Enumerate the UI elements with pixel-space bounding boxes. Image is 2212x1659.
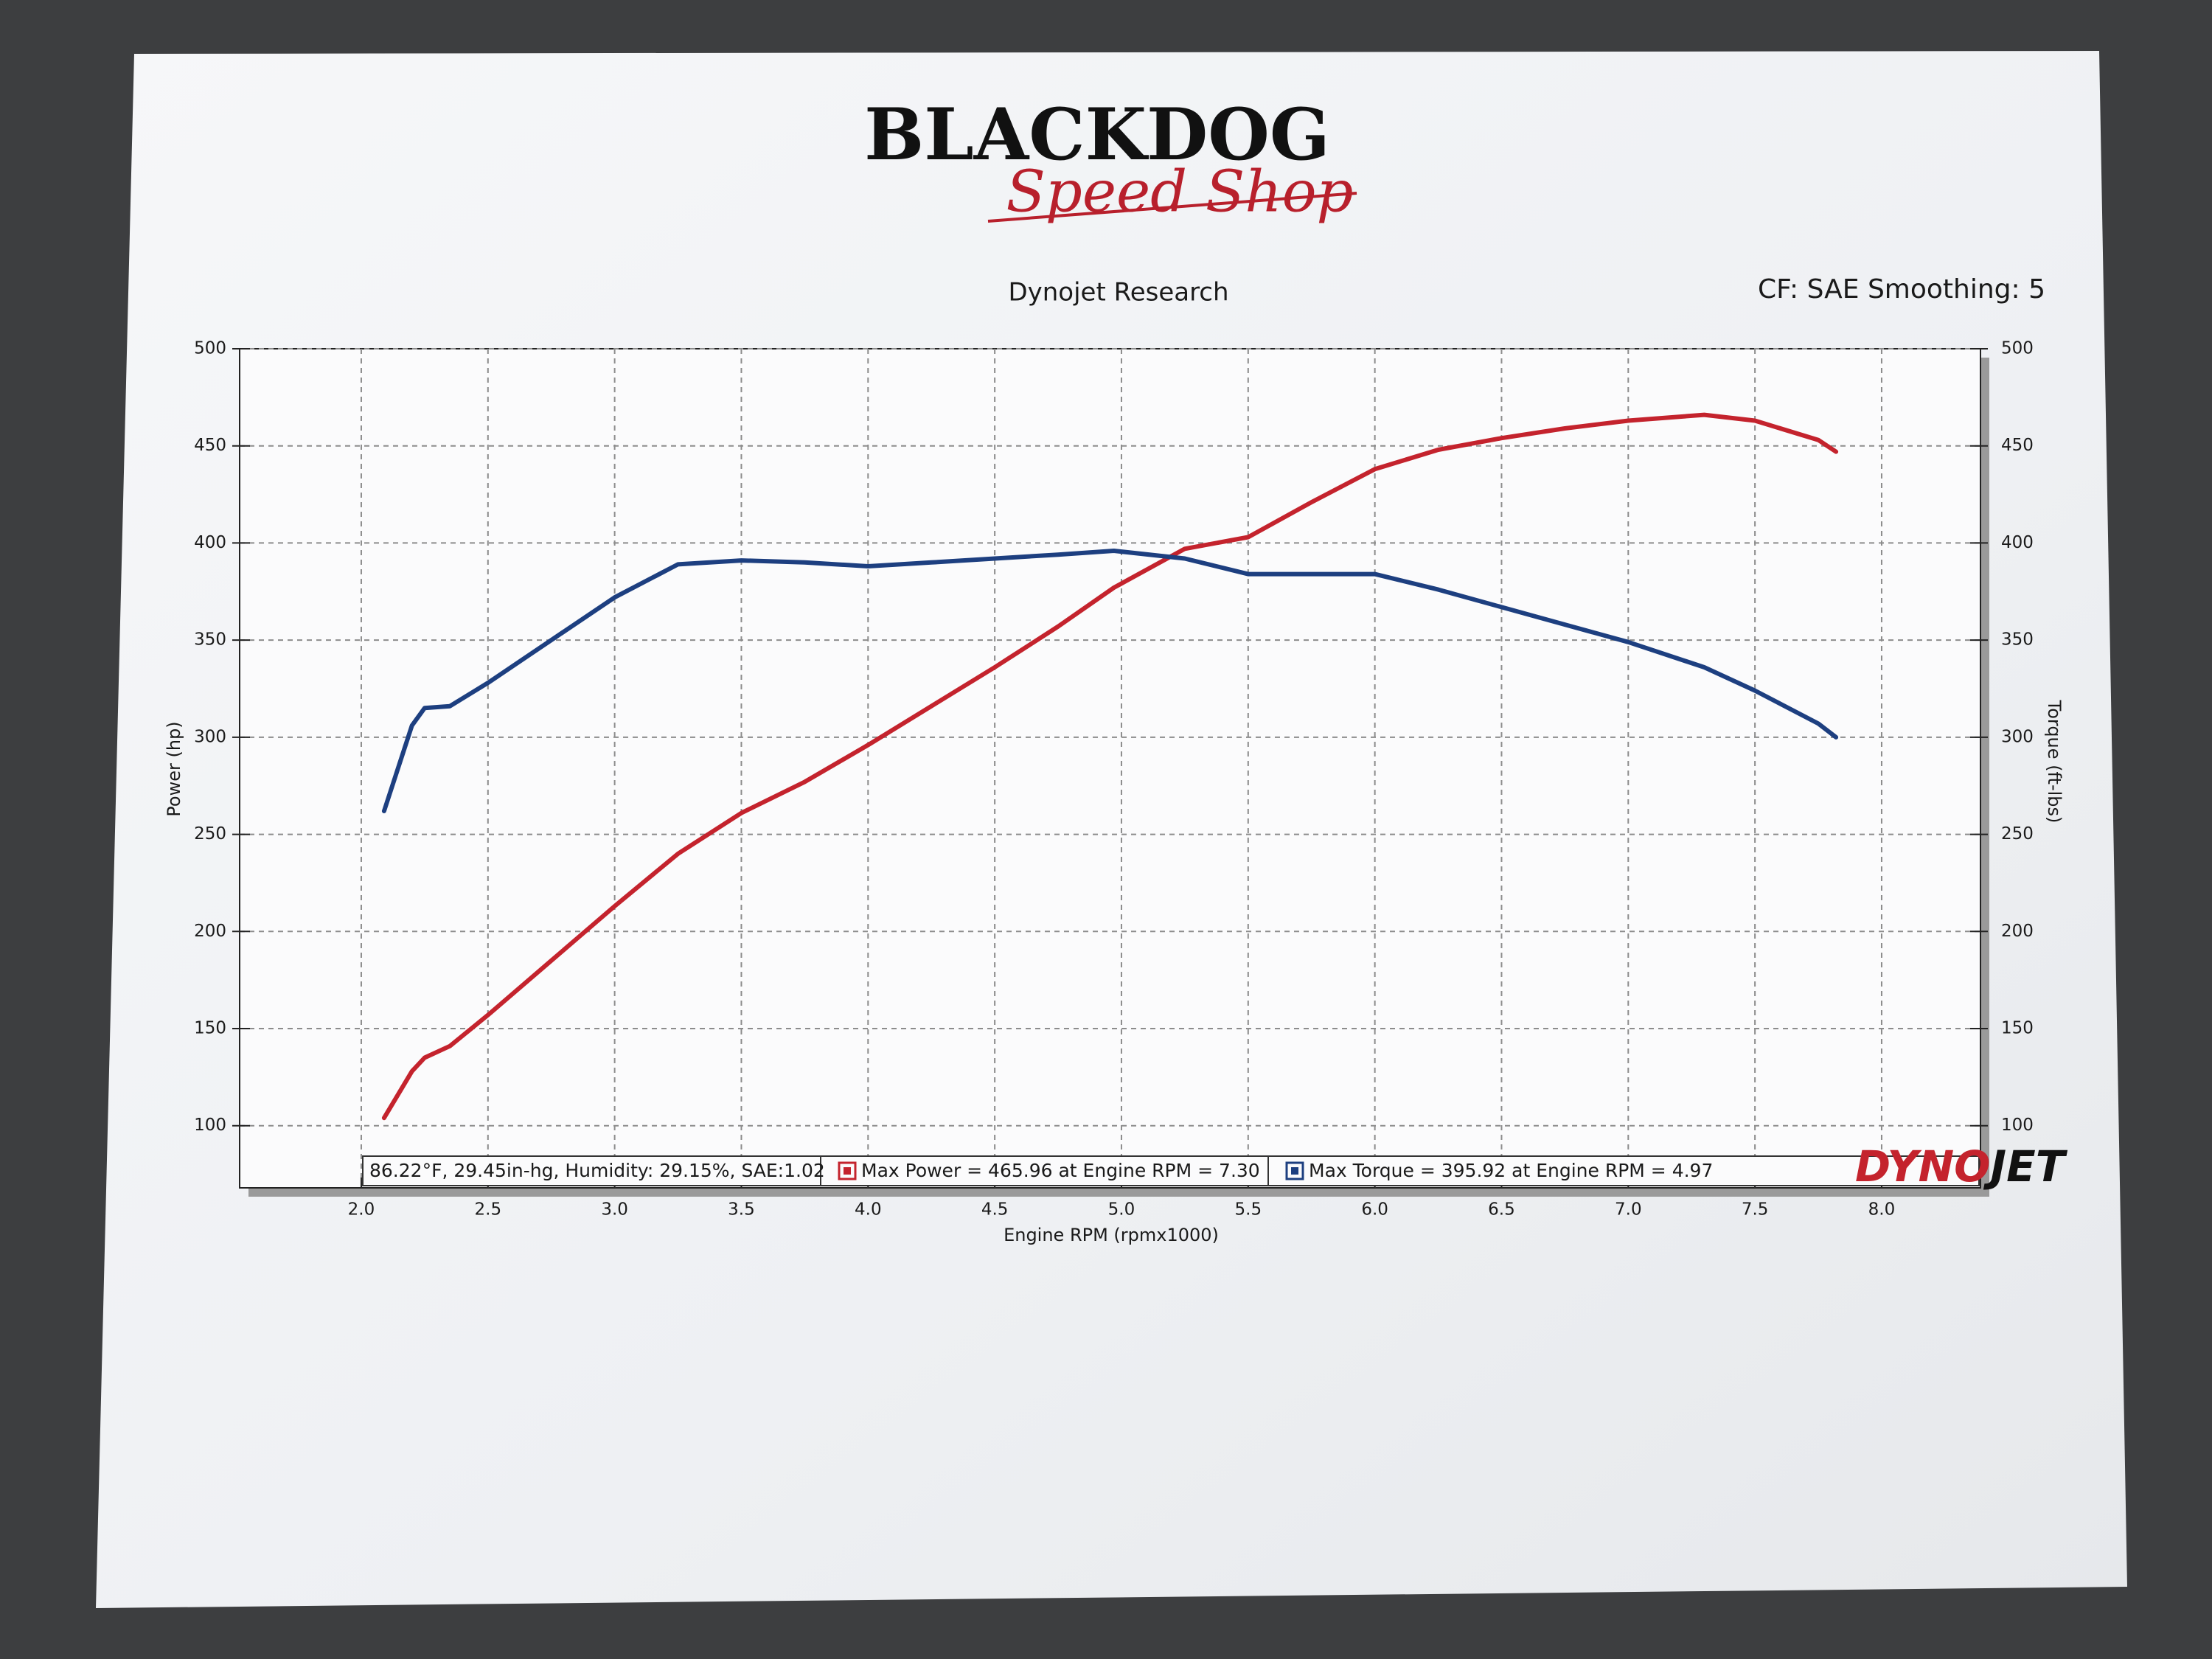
x-tick-label: 3.5 (728, 1200, 755, 1220)
legend-conditions: 86.22°F, 29.45in-hg, Humidity: 29.15%, S… (369, 1160, 825, 1181)
y2-tick-label: 450 (2001, 436, 2034, 455)
chart-title: Dynojet Research (1008, 278, 1228, 307)
x-tick-label: 5.0 (1108, 1200, 1135, 1220)
y2-tick-label: 250 (2001, 824, 2034, 844)
y-tick-label: 250 (194, 824, 226, 844)
y-tick-label: 450 (194, 436, 226, 455)
series-line (381, 549, 1839, 813)
y2-axis-label: Torque (ft-lbs) (2044, 700, 2065, 824)
y-tick-label: 350 (194, 630, 226, 650)
x-tick-label: 7.0 (1615, 1200, 1642, 1220)
x-tick-label: 6.0 (1361, 1200, 1388, 1220)
legend-swatch (838, 1161, 857, 1180)
legend-swatch-fill (1291, 1167, 1298, 1175)
y2-tick-label: 400 (2001, 533, 2034, 552)
brand-logo: DYNOJET (1855, 1141, 2068, 1192)
plot: 2.0 2.5 3.0 3.5 4.0 4.5 5.0 5.5 6.0 6.5 7.0 7.5 8.0 1… (194, 339, 2034, 1220)
x-tick-label: 6.5 (1488, 1200, 1515, 1220)
logo-swash (987, 192, 1357, 223)
brand-part: JET (1983, 1141, 2068, 1192)
y-tick-label: 500 (194, 339, 226, 358)
x-tick-label: 4.0 (855, 1200, 882, 1220)
logo: BLACKDOG (864, 93, 1330, 176)
x-tick-label: 3.0 (601, 1200, 628, 1220)
legend-swatch-fill (844, 1167, 851, 1175)
y2-tick-label: 350 (2001, 630, 2034, 650)
y-tick-label: 150 (194, 1018, 226, 1037)
legend: 86.22°F, 29.45in-hg, Humidity: 29.15%, S… (362, 1141, 2068, 1192)
y-tick-label: 100 (194, 1116, 226, 1135)
x-tick-label: 4.5 (981, 1200, 1009, 1220)
x-tick-label: 8.0 (1868, 1200, 1896, 1220)
y-tick-label: 300 (194, 727, 226, 746)
legend-label: Max Power = 465.96 at Engine RPM = 7.30 (861, 1160, 1260, 1181)
y2-tick-label: 100 (2001, 1116, 2034, 1135)
x-axis-label: Engine RPM (rpmx1000) (1004, 1225, 1219, 1245)
legend-swatch (1285, 1161, 1304, 1180)
y-axis-label: Power (hp) (164, 721, 184, 816)
x-tick-label: 2.0 (348, 1200, 375, 1220)
chart-subtitle: CF: SAE Smoothing: 5 (1758, 274, 2045, 305)
legend-label: Max Torque = 395.92 at Engine RPM = 4.97 (1309, 1160, 1713, 1181)
x-tick-label: 5.5 (1235, 1200, 1262, 1220)
y2-tick-label: 200 (2001, 922, 2034, 941)
y2-tick-label: 500 (2001, 339, 2034, 358)
y2-tick-label: 300 (2001, 727, 2034, 746)
series-line (381, 412, 1839, 1121)
x-tick-label: 7.5 (1742, 1200, 1769, 1220)
x-tick-label: 2.5 (475, 1200, 502, 1220)
y-tick-label: 400 (194, 533, 226, 552)
legend-box (362, 1155, 1980, 1186)
brand-part: DYNO (1855, 1141, 1991, 1192)
plot-area (239, 348, 1981, 1189)
y2-tick-label: 150 (2001, 1018, 2034, 1037)
y-tick-label: 200 (194, 922, 226, 941)
